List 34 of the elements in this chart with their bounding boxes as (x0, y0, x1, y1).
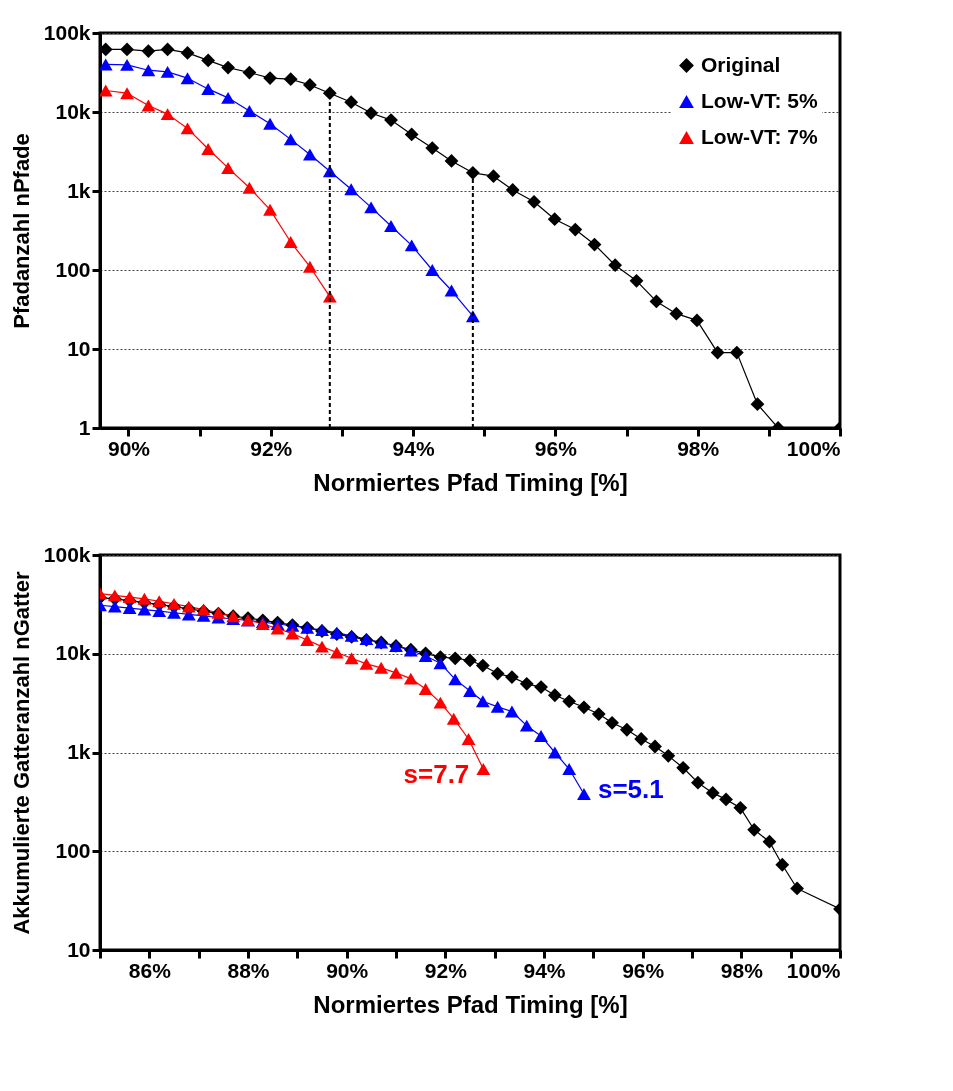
y-axis-title: Pfadanzahl nPfade (8, 133, 34, 329)
x-tick-label: 94% (523, 958, 566, 982)
x-tick-label: 92% (250, 436, 293, 460)
y-tick-label: 10 (67, 937, 91, 961)
x-tick-label: 90% (326, 958, 369, 982)
y-tick-label: 1k (67, 740, 91, 763)
x-tick-label: 98% (677, 436, 720, 460)
y-tick-label: 100 (55, 838, 91, 862)
y-tick-label: 100 (55, 257, 91, 281)
x-tick-label: 92% (424, 958, 468, 982)
y-tick-label: 1 (78, 415, 91, 439)
x-axis-title: Normiertes Pfad Timing [%] (313, 990, 628, 1018)
y-axis-title: Akkumulierte Gatteranzahl nGatter (8, 571, 34, 935)
x-tick-label: 100% (786, 958, 841, 982)
legend-label: Low-VT: 5% (701, 88, 818, 112)
x-tick-label: 98% (720, 958, 764, 982)
legend-label: Original (701, 52, 781, 76)
x-tick-label: 96% (534, 436, 578, 460)
legend-label: Low-VT: 7% (701, 124, 818, 148)
annotation: s=7.7 (403, 759, 470, 790)
annotation: s=5.1 (597, 774, 664, 804)
y-tick-label: 100k (43, 20, 91, 44)
y-tick-label: 10 (67, 336, 91, 360)
y-tick-label: 1k (67, 178, 91, 202)
x-tick-label: 96% (622, 958, 665, 982)
x-tick-label: 86% (128, 958, 172, 982)
x-tick-label: 100% (786, 436, 841, 460)
x-tick-label: 88% (227, 958, 270, 982)
x-tick-label: 90% (107, 436, 151, 460)
y-tick-label: 10k (55, 99, 91, 123)
y-tick-label: 100k (43, 542, 91, 566)
x-tick-label: 94% (392, 436, 435, 460)
y-tick-label: 10k (55, 641, 91, 665)
x-axis-title: Normiertes Pfad Timing [%] (313, 468, 628, 496)
